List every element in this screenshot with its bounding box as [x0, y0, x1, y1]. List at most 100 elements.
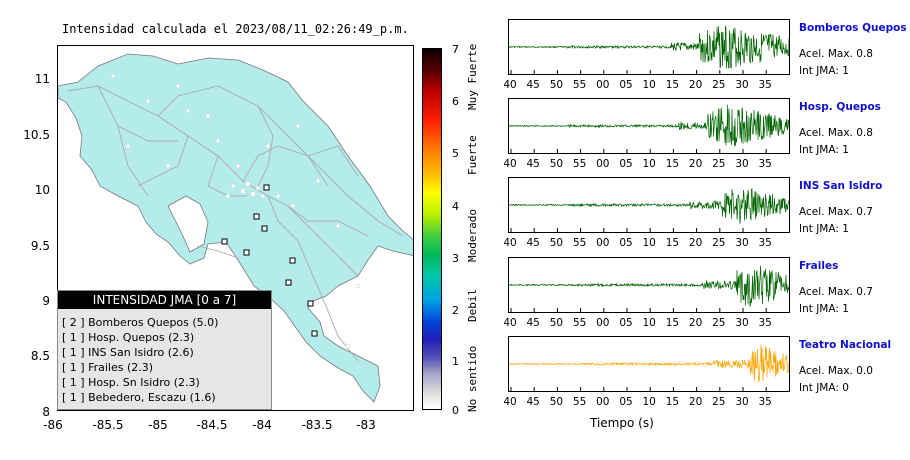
time-tick-label: 50 — [549, 158, 564, 170]
time-tick-label: 55 — [572, 317, 587, 329]
time-tick-label: 35 — [758, 158, 772, 170]
waveform-panel[interactable] — [508, 177, 790, 233]
time-tick-label: 00 — [596, 317, 610, 329]
time-tick-label: 20 — [688, 237, 703, 249]
station-max-accel: Acel. Max. 0.0 — [799, 365, 873, 377]
legend-item: [ 1 ] Bebedero, Escazu (1.6) — [62, 391, 216, 404]
map-y-tick: 9 — [42, 294, 50, 308]
time-tick-label: 15 — [665, 396, 680, 408]
time-tick-label: 55 — [572, 79, 587, 91]
legend-item: [ 1 ] Hosp. Sn Isidro (2.3) — [62, 376, 200, 389]
legend-title: INTENSIDAD JMA [0 a 7] — [58, 291, 271, 309]
waveform-plot — [509, 265, 789, 312]
time-tick-label: 40 — [503, 158, 517, 170]
station-name[interactable]: Hosp. Quepos — [799, 101, 881, 113]
time-tick-label: 40 — [503, 317, 517, 329]
time-tick-label: 20 — [688, 396, 703, 408]
intensity-colorbar — [422, 48, 442, 410]
time-tick-label: 05 — [619, 237, 633, 249]
map-x-tick: -86 — [43, 418, 63, 432]
colorbar-tick: 3 — [452, 252, 459, 265]
waveform-panel[interactable] — [508, 98, 790, 154]
time-tick-label: 20 — [688, 317, 703, 329]
map-y-tick: 10 — [34, 183, 50, 197]
station-max-accel: Acel. Max. 0.8 — [799, 127, 873, 139]
time-tick-label: 45 — [526, 317, 540, 329]
map-x-tick: -85 — [148, 418, 168, 432]
time-tick-label: 30 — [735, 396, 749, 408]
colorbar-tick: 7 — [452, 43, 459, 56]
station-name[interactable]: Bomberos Quepos — [799, 22, 907, 34]
colorbar-label-no-sentido: No sentido — [466, 345, 479, 412]
station-name[interactable]: INS San Isidro — [799, 180, 883, 192]
town-markers — [110, 73, 361, 349]
time-tick-label: 55 — [572, 237, 587, 249]
station-jma-intensity: Int JMA: 1 — [799, 223, 849, 235]
time-tick-label: 10 — [642, 79, 656, 91]
intensity-legend: INTENSIDAD JMA [0 a 7] [ 2 ] Bomberos Qu… — [57, 290, 272, 410]
waveform-plot — [509, 344, 789, 391]
colorbar-tick: 0 — [452, 404, 459, 417]
time-tick-label: 00 — [596, 237, 610, 249]
time-tick-label: 10 — [642, 237, 656, 249]
time-tick-label: 25 — [712, 317, 726, 329]
time-tick-label: 10 — [642, 396, 656, 408]
station-jma-intensity: Int JMA: 1 — [799, 303, 849, 315]
time-tick-label: 30 — [735, 237, 749, 249]
colorbar-tick: 4 — [452, 200, 459, 213]
map-x-tick: -84 — [252, 418, 272, 432]
waveform-plot — [509, 104, 789, 153]
map-y-tick: 8.5 — [30, 349, 50, 363]
waveform-trace — [509, 344, 789, 383]
map-x-tick: -84.5 — [196, 418, 228, 432]
waveform-panel[interactable] — [508, 19, 790, 75]
time-tick-label: 25 — [712, 396, 726, 408]
colorbar-label-muy-fuerte: Muy Fuerte — [466, 43, 479, 110]
colorbar-tick: 5 — [452, 147, 459, 160]
time-tick-label: 10 — [642, 317, 656, 329]
waveform-plot — [509, 25, 789, 74]
time-tick-label: 05 — [619, 396, 633, 408]
colorbar-tick: 6 — [452, 95, 459, 108]
time-tick-label: 05 — [619, 79, 633, 91]
time-tick-label: 50 — [549, 79, 564, 91]
waveform-trace — [509, 265, 789, 307]
map-title: Intensidad calculada el 2023/08/11_02:26… — [62, 22, 409, 36]
station-jma-intensity: Int JMA: 1 — [799, 65, 849, 77]
time-tick-label: 30 — [735, 79, 749, 91]
legend-item: [ 2 ] Bomberos Quepos (5.0) — [62, 316, 219, 329]
waveform-panel[interactable] — [508, 336, 790, 392]
station-max-accel: Acel. Max. 0.7 — [799, 206, 873, 218]
colorbar-label-debil: Debil — [466, 288, 479, 322]
waveform-trace — [509, 104, 789, 147]
roads — [67, 85, 404, 362]
time-tick-label: 55 — [572, 396, 587, 408]
map-x-tick: -83 — [356, 418, 376, 432]
time-tick-label: 35 — [758, 237, 772, 249]
map-y-tick: 11 — [34, 72, 50, 86]
map-canvas — [58, 53, 413, 403]
time-tick-label: 55 — [572, 158, 587, 170]
time-tick-label: 00 — [596, 396, 610, 408]
station-markers — [221, 184, 318, 337]
colorbar-tick: 2 — [452, 304, 459, 317]
map-y-tick: 10.5 — [23, 128, 50, 142]
time-tick-label: 40 — [503, 79, 517, 91]
time-tick-label: 20 — [688, 158, 703, 170]
station-name[interactable]: Teatro Nacional — [799, 339, 892, 351]
colorbar-tick: 1 — [452, 355, 459, 368]
land-area — [58, 53, 413, 403]
waveform-trace — [509, 188, 789, 224]
waveform-plot — [509, 188, 789, 232]
station-jma-intensity: Int JMA: 1 — [799, 144, 849, 156]
station-name[interactable]: Frailes — [799, 260, 839, 272]
legend-list: [ 2 ] Bomberos Quepos (5.0) [ 1 ] Hosp. … — [62, 315, 218, 405]
time-tick-label: 40 — [503, 237, 517, 249]
time-tick-label: 50 — [549, 396, 564, 408]
colorbar-label-fuerte: Fuerte — [466, 135, 479, 175]
time-tick-label: 30 — [735, 158, 749, 170]
waveform-panel[interactable] — [508, 257, 790, 313]
time-tick-label: 35 — [758, 317, 772, 329]
time-tick-label: 20 — [688, 79, 703, 91]
time-tick-label: 30 — [735, 317, 749, 329]
